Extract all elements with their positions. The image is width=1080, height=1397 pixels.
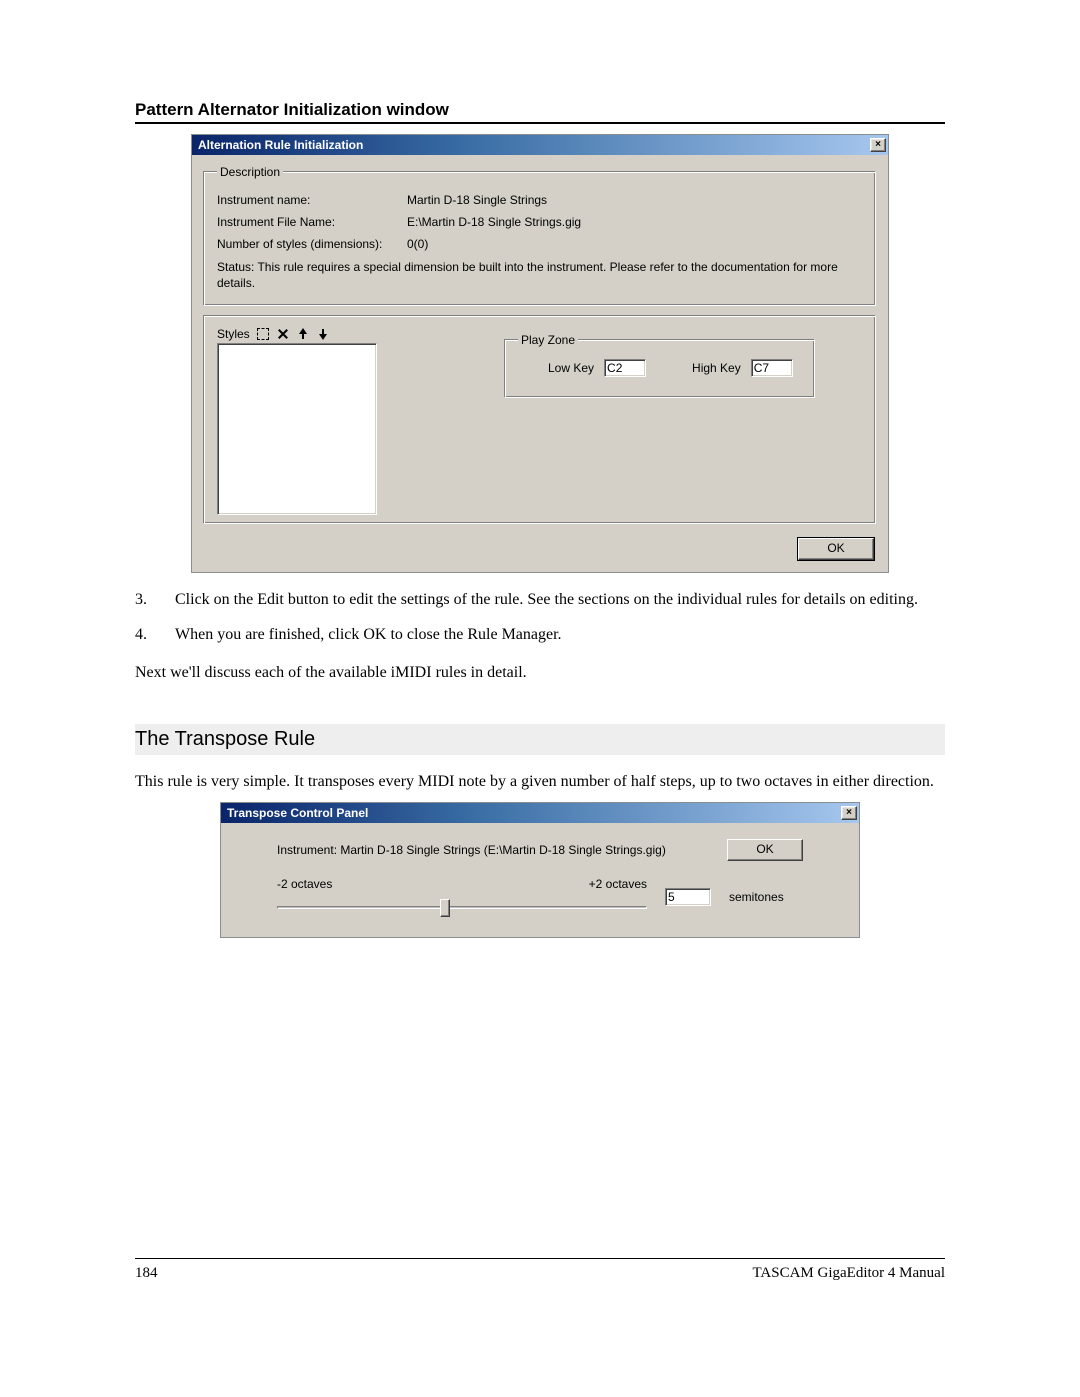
slider-track — [277, 906, 647, 909]
play-zone-group: Play Zone Low Key High Key — [505, 333, 815, 398]
move-down-icon[interactable] — [316, 327, 330, 341]
list-item: 4. When you are finished, click OK to cl… — [135, 624, 945, 646]
dialog-body: Instrument: Martin D-18 Single Strings (… — [221, 823, 859, 937]
instrument-name-label: Instrument name: — [217, 193, 399, 207]
instrument-name-value: Martin D-18 Single Strings — [407, 193, 547, 207]
list-item-text: When you are finished, click OK to close… — [175, 624, 945, 646]
description-group: Description Instrument name: Martin D-18… — [204, 165, 876, 306]
page-number: 184 — [135, 1265, 158, 1282]
semitone-input[interactable] — [665, 888, 711, 906]
high-key-label: High Key — [692, 361, 741, 375]
low-key-label: Low Key — [548, 361, 594, 375]
styles-listbox[interactable] — [217, 343, 377, 515]
instrument-file-value: E:\Martin D-18 Single Strings.gig — [407, 215, 581, 229]
manual-page: Pattern Alternator Initialization window… — [135, 100, 945, 938]
dialog-titlebar[interactable]: Alternation Rule Initialization × — [192, 135, 888, 155]
new-icon[interactable] — [256, 327, 270, 341]
list-item: 3. Click on the Edit button to edit the … — [135, 589, 945, 611]
styles-playzone-group: Styles Play Zone Low Key — [204, 316, 876, 524]
styles-count-label: Number of styles (dimensions): — [217, 237, 399, 251]
styles-label: Styles — [217, 327, 250, 341]
close-icon[interactable]: × — [870, 138, 886, 152]
delete-icon[interactable] — [276, 327, 290, 341]
transpose-dialog: Transpose Control Panel × Instrument: Ma… — [220, 802, 860, 938]
styles-column: Styles — [217, 327, 377, 515]
list-item-text: Click on the Edit button to edit the set… — [175, 589, 945, 611]
low-key-input[interactable] — [604, 359, 646, 377]
instruction-list: 3. Click on the Edit button to edit the … — [135, 589, 945, 646]
section-heading: Pattern Alternator Initialization window — [135, 100, 945, 124]
semitone-slider[interactable] — [277, 897, 647, 917]
instrument-label: Instrument: Martin D-18 Single Strings (… — [277, 843, 707, 857]
page-footer: 184 TASCAM GigaEditor 4 Manual — [135, 1258, 945, 1282]
slider-left-label: -2 octaves — [277, 877, 332, 891]
ok-button[interactable]: OK — [727, 839, 803, 861]
close-icon[interactable]: × — [841, 806, 857, 820]
high-key-input[interactable] — [751, 359, 793, 377]
dialog-titlebar[interactable]: Transpose Control Panel × — [221, 803, 859, 823]
list-item-number: 4. — [135, 624, 175, 646]
slider-thumb[interactable] — [440, 899, 450, 917]
dialog-body: Description Instrument name: Martin D-18… — [192, 155, 888, 572]
alternation-rule-dialog: Alternation Rule Initialization × Descri… — [191, 134, 889, 573]
semitone-units: semitones — [729, 890, 784, 904]
status-text: Status: This rule requires a special dim… — [217, 259, 863, 291]
body-paragraph: This rule is very simple. It transposes … — [135, 771, 945, 793]
move-up-icon[interactable] — [296, 327, 310, 341]
slider-right-label: +2 octaves — [589, 877, 647, 891]
dialog-title: Transpose Control Panel — [227, 806, 841, 820]
manual-title: TASCAM GigaEditor 4 Manual — [752, 1265, 945, 1282]
body-paragraph: Next we'll discuss each of the available… — [135, 662, 945, 684]
instrument-file-label: Instrument File Name: — [217, 215, 399, 229]
description-legend: Description — [217, 165, 283, 179]
play-zone-legend: Play Zone — [518, 333, 578, 347]
dialog-title: Alternation Rule Initialization — [198, 138, 870, 152]
styles-count-value: 0(0) — [407, 237, 428, 251]
subsection-heading: The Transpose Rule — [135, 724, 945, 755]
ok-button[interactable]: OK — [798, 538, 874, 560]
list-item-number: 3. — [135, 589, 175, 611]
